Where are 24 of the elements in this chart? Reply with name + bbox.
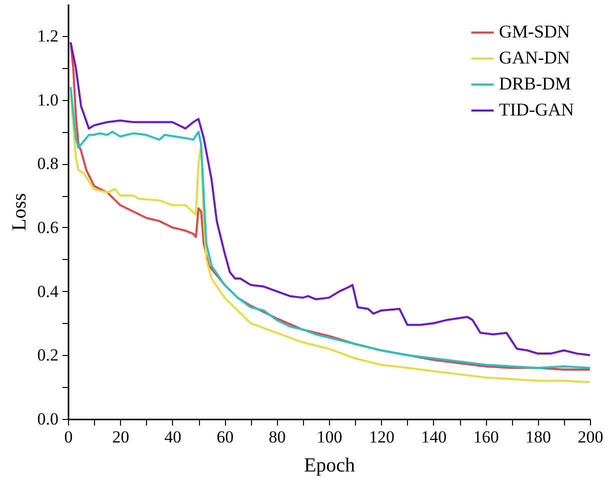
y-tick-label: 0.2 bbox=[37, 346, 58, 365]
x-tick-label: 40 bbox=[164, 428, 182, 446]
y-tick-label: 0.6 bbox=[37, 218, 58, 237]
x-tick-label: 60 bbox=[216, 428, 234, 446]
x-axis-title: Epoch bbox=[304, 454, 356, 476]
x-tick-label: 0 bbox=[64, 428, 73, 446]
legend-label: DRB-DM bbox=[499, 74, 572, 94]
x-tick-label: 80 bbox=[268, 428, 286, 446]
x-tick-label: 200 bbox=[578, 428, 604, 446]
x-tick-label: 120 bbox=[368, 428, 394, 446]
legend-label: GM-SDN bbox=[499, 22, 570, 42]
y-tick-label: 0.4 bbox=[37, 282, 59, 301]
y-tick-label: 1.2 bbox=[37, 26, 58, 46]
y-axis-title: Loss bbox=[8, 192, 30, 231]
x-tick-label: 160 bbox=[473, 428, 499, 446]
y-tick-label: 1.0 bbox=[37, 90, 58, 110]
x-tick-label: 180 bbox=[526, 428, 552, 446]
y-tick-label: 0.8 bbox=[37, 154, 58, 174]
legend-label: GAN-DN bbox=[499, 48, 570, 68]
legend-label: TID-GAN bbox=[499, 100, 574, 120]
x-tick-label: 20 bbox=[112, 428, 130, 446]
x-tick-label: 100 bbox=[316, 428, 342, 446]
x-tick-label: 140 bbox=[421, 428, 447, 446]
y-tick-label: 0.0 bbox=[37, 410, 58, 428]
